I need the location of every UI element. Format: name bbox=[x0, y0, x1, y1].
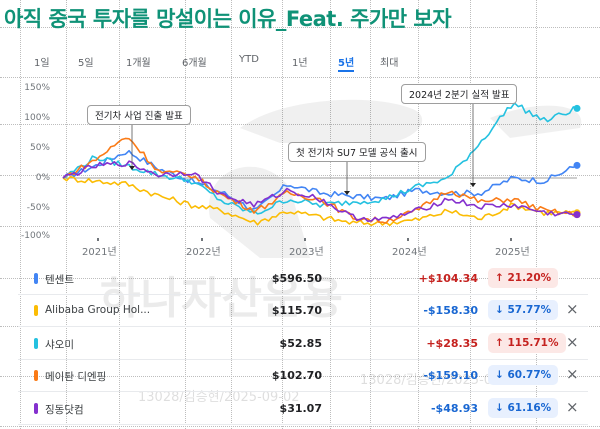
tab-range[interactable]: 1일 bbox=[34, 58, 50, 69]
x-tick-mark bbox=[201, 238, 203, 241]
series-line bbox=[62, 137, 578, 224]
remove-stock-icon[interactable]: × bbox=[566, 398, 579, 416]
x-tick-mark bbox=[407, 238, 409, 241]
series-color-swatch bbox=[34, 338, 38, 349]
stock-row[interactable]: 메이퇀 디엔핑 $102.70 -$159.10 ↓ 60.77% × bbox=[18, 359, 588, 391]
series-line bbox=[62, 149, 578, 211]
chart: 150% 100% 50% 0% -50% -100% 2021년 2022년 … bbox=[0, 78, 600, 263]
stock-percent-badge: ↑ 21.20% bbox=[488, 268, 559, 288]
x-tick-2022: 2022년 bbox=[186, 247, 221, 258]
tab-range[interactable]: 5일 bbox=[78, 58, 94, 69]
stock-row[interactable]: 텐센트 $596.50 +$104.34 ↑ 21.20% bbox=[18, 262, 588, 294]
stock-change: -$159.10 bbox=[423, 369, 478, 382]
series-color-swatch bbox=[34, 305, 38, 316]
stock-percent-badge: ↓ 60.77% bbox=[488, 365, 559, 385]
x-tick-2023: 2023년 bbox=[289, 247, 324, 258]
series-end-dot bbox=[573, 211, 581, 219]
x-tick-2025: 2025년 bbox=[495, 247, 530, 258]
series-end-dot bbox=[573, 161, 581, 169]
row-divider bbox=[18, 326, 588, 327]
annotation-marker-icon bbox=[344, 191, 350, 195]
x-tick-mark bbox=[510, 238, 512, 241]
stock-price: $31.07 bbox=[279, 402, 322, 415]
row-divider bbox=[18, 294, 588, 295]
y-tick-minus100: -100% bbox=[21, 231, 50, 241]
row-divider bbox=[18, 424, 588, 425]
row-divider bbox=[18, 391, 588, 392]
remove-stock-icon[interactable]: × bbox=[566, 300, 579, 318]
annotation-marker-icon bbox=[129, 166, 135, 170]
series-line bbox=[62, 160, 578, 222]
series-color-swatch bbox=[34, 273, 38, 284]
stock-row[interactable]: 샤오미 $52.85 +$28.35 ↑ 115.71% × bbox=[18, 327, 588, 359]
tab-range[interactable]: 6개월 bbox=[182, 58, 207, 69]
stock-name: Alibaba Group Hol... bbox=[45, 304, 151, 316]
stock-change: -$48.93 bbox=[430, 402, 478, 415]
stock-price: $115.70 bbox=[271, 304, 322, 317]
annotation-ev-entry: 전기차 사업 진출 발표 bbox=[87, 105, 191, 125]
tab-range[interactable]: 1년 bbox=[292, 58, 308, 69]
stock-percent-badge: ↓ 61.16% bbox=[488, 398, 559, 418]
y-tick-0: 0% bbox=[35, 173, 50, 183]
series-color-swatch bbox=[34, 403, 38, 414]
watermark-logo-icon bbox=[208, 99, 582, 258]
stock-change: +$104.34 bbox=[418, 272, 478, 285]
x-tick-mark bbox=[97, 238, 99, 241]
stock-name: 샤오미 bbox=[45, 339, 74, 351]
y-tick-50: 50% bbox=[29, 143, 50, 153]
tab-range[interactable]: 1개월 bbox=[126, 58, 151, 69]
x-tick-2021: 2021년 bbox=[82, 247, 117, 258]
y-tick-100: 100% bbox=[24, 113, 50, 123]
stock-name: 메이퇀 디엔핑 bbox=[45, 371, 107, 383]
stock-name: 징동닷컴 bbox=[45, 404, 84, 416]
annotation-marker-icon bbox=[470, 183, 476, 187]
tab-range[interactable]: 5년 bbox=[338, 54, 355, 72]
x-tick-2024: 2024년 bbox=[392, 247, 427, 258]
series-line bbox=[62, 175, 578, 227]
remove-stock-icon[interactable]: × bbox=[566, 333, 579, 351]
stock-percent-badge: ↓ 57.77% bbox=[488, 300, 559, 320]
stock-price: $52.85 bbox=[279, 337, 322, 350]
series-color-swatch bbox=[34, 370, 38, 381]
stock-price: $102.70 bbox=[271, 369, 322, 382]
stock-row[interactable]: 징동닷컴 $31.07 -$48.93 ↓ 61.16% × bbox=[18, 392, 588, 424]
row-divider bbox=[18, 359, 588, 360]
remove-stock-icon[interactable]: × bbox=[566, 365, 579, 383]
annotation-su7-launch: 첫 전기차 SU7 모델 공식 출시 bbox=[288, 142, 426, 162]
y-tick-150: 150% bbox=[24, 83, 50, 93]
tab-range[interactable]: 최대 bbox=[380, 58, 399, 69]
x-tick-mark bbox=[304, 238, 306, 241]
stock-price: $596.50 bbox=[271, 272, 322, 285]
stock-row[interactable]: Alibaba Group Hol... $115.70 -$158.30 ↓ … bbox=[18, 294, 588, 326]
stock-name: 텐센트 bbox=[45, 274, 74, 286]
stock-change: -$158.30 bbox=[423, 304, 478, 317]
page-title: 아직 중국 투자를 망설이는 이유_Feat. 주가만 보자 bbox=[4, 7, 452, 31]
stock-percent-badge: ↑ 115.71% bbox=[488, 333, 566, 353]
annotation-q2-earnings: 2024년 2분기 실적 발표 bbox=[401, 84, 518, 104]
y-tick-minus50: -50% bbox=[26, 203, 50, 213]
series-end-dot bbox=[573, 104, 581, 112]
plot-area[interactable] bbox=[0, 78, 600, 263]
stock-change: +$28.35 bbox=[426, 337, 478, 350]
tab-range[interactable]: YTD bbox=[239, 54, 259, 65]
